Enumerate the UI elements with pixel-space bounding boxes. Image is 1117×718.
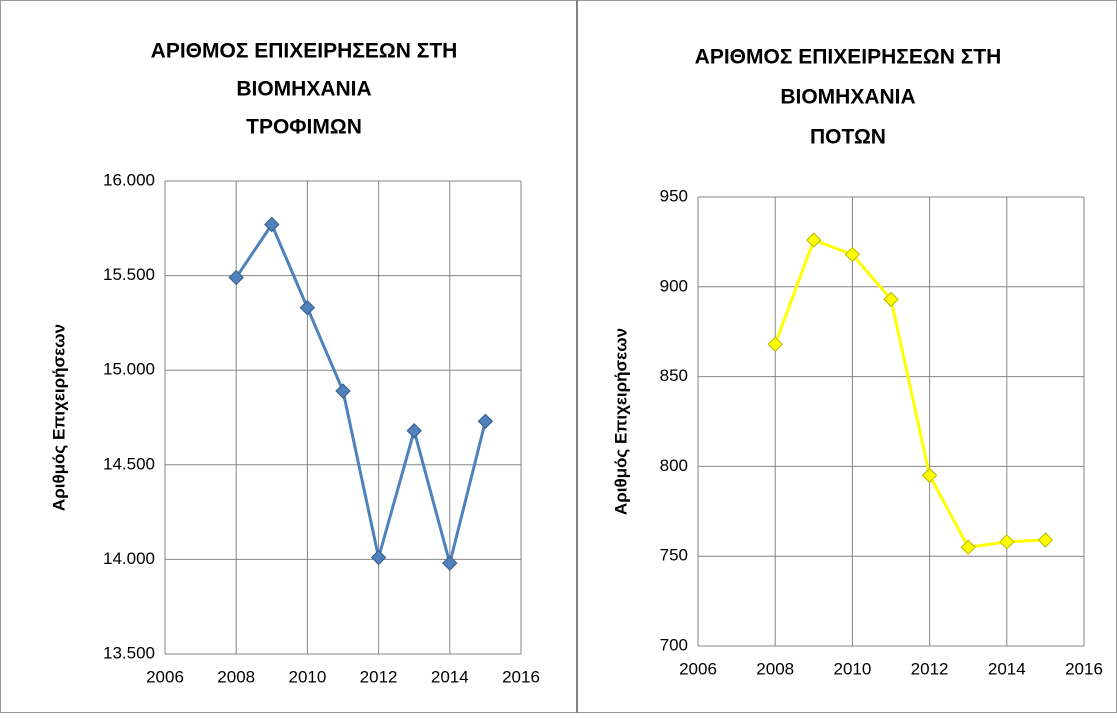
y-tick-label: 15.500 — [103, 265, 155, 284]
x-tick-label: 2010 — [833, 659, 871, 678]
x-tick-label: 2012 — [360, 667, 398, 686]
chart-title: ΑΡΙΘΜΟΣ ΕΠΙΧΕΙΡΗΣΕΩΝ ΣΤΗ — [695, 46, 1002, 69]
marker — [1037, 532, 1054, 548]
marker — [477, 413, 494, 429]
marker — [806, 232, 822, 248]
marker — [335, 383, 351, 399]
marker — [883, 291, 899, 308]
y-tick-label: 14.000 — [103, 549, 155, 568]
series-line — [773, 238, 1046, 549]
chart-title: ΠΟΤΩΝ — [810, 126, 886, 149]
marker — [844, 246, 861, 263]
marker — [767, 336, 783, 352]
marker — [299, 300, 316, 316]
y-axis-label: Αριθμός Επιχειρήσεων — [49, 324, 68, 511]
x-tick-label: 2014 — [988, 659, 1026, 678]
marker — [370, 549, 387, 566]
x-tick-label: 2006 — [679, 659, 717, 678]
y-tick-label: 15.000 — [103, 360, 155, 379]
marker — [960, 539, 976, 555]
x-tick-label: 2012 — [911, 659, 949, 678]
marker — [406, 423, 422, 439]
chart-title: ΑΡΙΘΜΟΣ ΕΠΙΧΕΙΡΗΣΕΩΝ ΣΤΗ — [151, 40, 458, 63]
x-tick-label: 2016 — [502, 667, 540, 686]
y-axis-label: Αριθμός Επιχειρήσεων — [611, 328, 630, 515]
y-tick-label: 950 — [660, 186, 688, 205]
marker — [228, 269, 244, 286]
y-tick-label: 14.500 — [103, 454, 155, 473]
chart-title: ΒΙΟΜΗΧΑΝΙΑ — [236, 78, 371, 101]
x-tick-label: 2008 — [756, 659, 794, 678]
y-tick-label: 16.000 — [103, 170, 155, 189]
x-tick-label: 2014 — [431, 667, 469, 686]
y-tick-label: 700 — [660, 635, 688, 654]
x-tick-label: 2008 — [217, 667, 255, 686]
marker — [264, 216, 280, 233]
x-tick-label: 2010 — [288, 667, 326, 686]
marker — [999, 534, 1015, 550]
y-tick-label: 900 — [660, 276, 688, 295]
x-tick-label: 2006 — [146, 667, 184, 686]
marker — [921, 467, 938, 484]
y-tick-label: 800 — [660, 456, 688, 475]
y-tick-label: 750 — [660, 546, 688, 565]
series-line — [234, 221, 487, 570]
y-tick-label: 850 — [660, 366, 688, 385]
x-tick-label: 2016 — [1065, 659, 1103, 678]
marker — [442, 555, 458, 571]
chart-title: ΒΙΟΜΗΧΑΝΙΑ — [780, 86, 915, 109]
y-tick-label: 13.500 — [103, 643, 155, 662]
chart-title: ΤΡΟΦΙΜΩΝ — [246, 116, 362, 139]
